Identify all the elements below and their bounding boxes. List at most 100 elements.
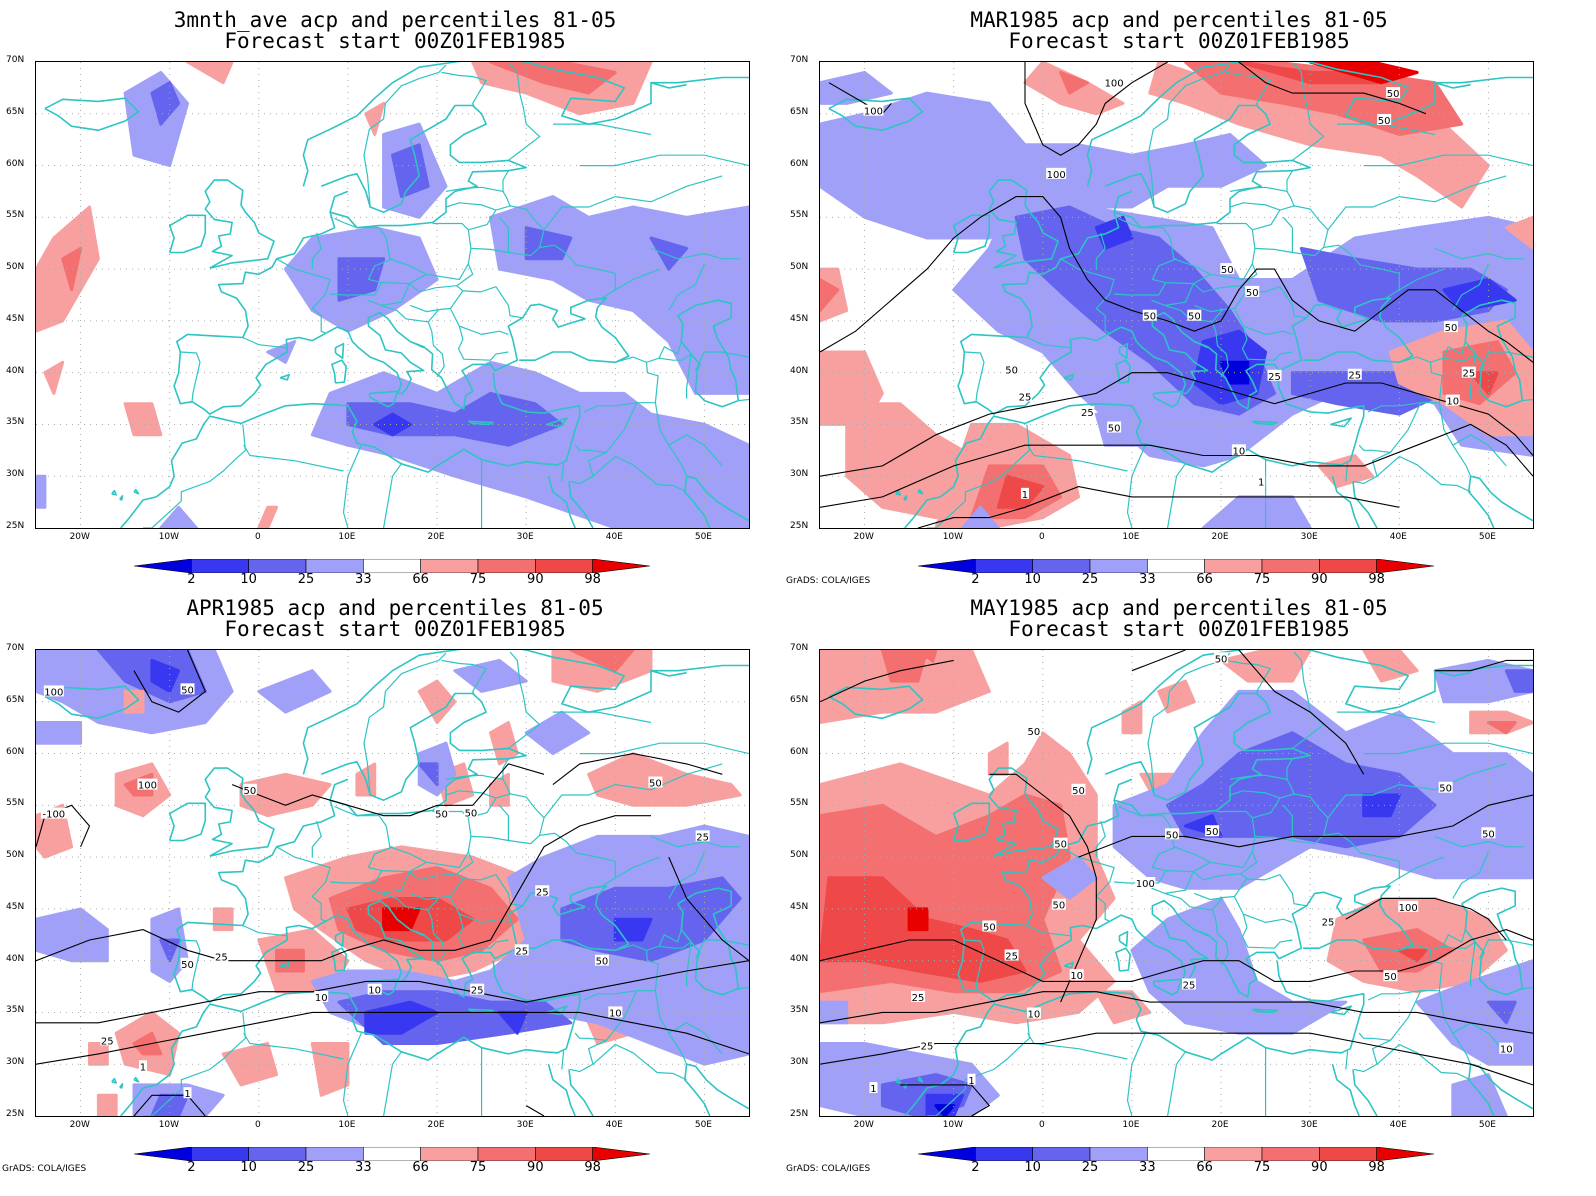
country-border — [383, 1051, 402, 1116]
shaded-region — [569, 650, 635, 673]
colorbar-segment — [975, 1146, 1033, 1162]
coastline — [828, 97, 924, 132]
contour-label: 50 — [596, 957, 609, 968]
coastline — [1115, 359, 1132, 384]
contour-label: 100 — [864, 107, 883, 118]
coastline — [119, 1083, 124, 1089]
coastline — [1330, 417, 1353, 428]
contour-label: 25 — [1019, 392, 1032, 403]
map-canvas: 50 100 100 -100 50 50 50 25 50 50 25 10 25 10 10 25 1 1 25… — [36, 650, 749, 1116]
contour-label-bg — [1181, 978, 1196, 990]
contour-line — [820, 659, 954, 703]
shaded-region — [221, 1042, 279, 1087]
contour-label-bg — [1220, 263, 1235, 275]
contour-label: 50 — [181, 685, 194, 696]
country-border — [1367, 362, 1443, 413]
contour-label: 1 — [1258, 477, 1264, 488]
contour-label-bg — [1461, 366, 1476, 378]
coastline — [1461, 299, 1524, 408]
lon-tick-label: 10W — [158, 1120, 180, 1130]
contour-label: -100 — [42, 810, 65, 821]
country-border — [445, 774, 511, 795]
coastline — [168, 214, 207, 254]
country-border — [658, 341, 682, 359]
contour-label: 1 — [870, 1084, 876, 1095]
shaded-region — [1121, 700, 1143, 735]
coastline — [368, 390, 399, 408]
contour-label: 100 — [1399, 903, 1418, 914]
contour-label-bg — [180, 683, 195, 695]
colorbar-label: 10 — [240, 572, 257, 587]
contour-label-bg — [594, 954, 609, 966]
lat-tick-label: 25N — [6, 521, 25, 531]
contour-label: 50 — [1072, 786, 1085, 797]
country-border — [470, 244, 616, 299]
country-border — [964, 939, 985, 990]
contour-label-bg — [1398, 900, 1419, 912]
contour-label-bg — [1438, 781, 1453, 793]
contour-label-bg — [434, 807, 449, 819]
country-border — [242, 924, 288, 937]
contour-line — [1131, 650, 1186, 672]
shaded-region — [123, 689, 145, 714]
coastline — [467, 420, 495, 426]
colorbar-segment — [305, 1146, 364, 1162]
colorbar-label: 66 — [412, 1160, 429, 1175]
colorbar-segment — [191, 1146, 249, 1162]
lat-tick-label: 50N — [790, 850, 809, 861]
coastline — [1104, 692, 1312, 817]
lat-tick-label: 45N — [790, 901, 809, 912]
coastline — [119, 495, 124, 501]
shaded-region — [1362, 793, 1401, 818]
colorbar — [917, 558, 1435, 574]
contour-line — [820, 929, 1533, 982]
contour-label: 50 — [1052, 901, 1065, 912]
contour-label: 10 — [1500, 1045, 1513, 1056]
country-border — [583, 362, 659, 413]
colorbar-label: 25 — [1081, 1160, 1099, 1175]
contour-label: 1 — [184, 1089, 190, 1100]
coastline — [1330, 1005, 1353, 1016]
country-border — [1167, 1051, 1186, 1116]
contour-label: 25 — [921, 1042, 934, 1053]
lon-tick-label: 0 — [254, 532, 261, 542]
contour-label: 10 — [1028, 1009, 1041, 1020]
lon-tick-label: 10E — [338, 1120, 356, 1130]
colorbar-segment — [477, 558, 536, 574]
colorbar-segment — [420, 558, 479, 574]
country-border — [1151, 283, 1194, 307]
country-border — [508, 651, 541, 749]
coastline — [895, 1077, 901, 1084]
lon-tick-label: 20E — [427, 1120, 445, 1130]
colorbar-wrap — [917, 558, 1435, 577]
contour-label: 25 — [1005, 951, 1018, 962]
contour-label-bg — [314, 990, 329, 1002]
contour-label-bg — [100, 1034, 115, 1046]
country-border — [1225, 71, 1272, 108]
country-border — [457, 325, 491, 361]
contour-label: 50 — [465, 809, 478, 820]
contour-label: 10 — [609, 1008, 622, 1019]
contour-label: 50 — [983, 922, 996, 933]
country-border — [552, 123, 652, 136]
colorbar-wrap — [133, 1146, 651, 1165]
contour-label: 50 — [1246, 288, 1259, 299]
coastline — [547, 475, 576, 528]
colorbar-label: 98 — [584, 1160, 601, 1175]
map-canvas: 50 50 50 50 50 50 50 100 50 25 100 50 25 10 25 10 1 1 25 10… — [820, 650, 1533, 1116]
shaded-region — [1397, 948, 1428, 963]
contour-label-bg — [1004, 363, 1019, 375]
coastline — [952, 214, 991, 254]
colorbar-label: 2 — [187, 572, 196, 587]
country-border — [462, 873, 523, 907]
country-border — [1345, 1050, 1349, 1070]
contour-label-bg — [1445, 394, 1460, 406]
panel-title: MAR1985 acp and percentiles 81-05 — [970, 8, 1388, 32]
colorbar-segment — [1319, 1146, 1377, 1162]
shaded-region — [364, 1000, 439, 1035]
country-border — [1126, 1032, 1146, 1116]
lat-tick-label: 55N — [6, 798, 25, 809]
country-border — [1398, 856, 1445, 879]
country-border — [456, 263, 474, 287]
country-border — [1225, 659, 1272, 696]
